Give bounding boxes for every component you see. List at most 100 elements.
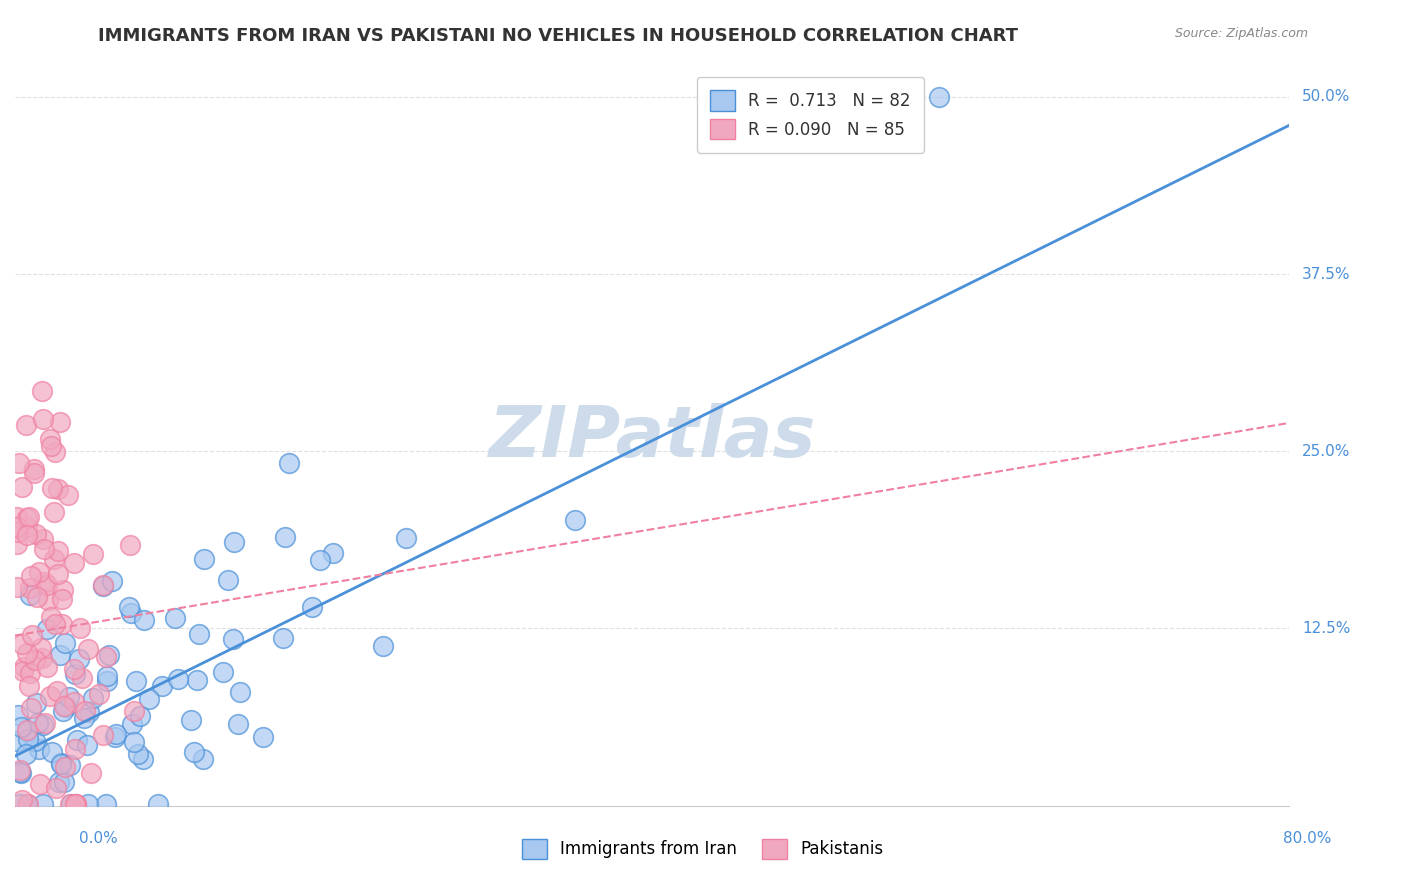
Point [180,713,202,727]
Point [39,610,62,624]
Point [125,673,148,688]
Point [271,632,294,646]
Point [6,734,28,748]
Point [32,533,55,547]
Point [63,666,86,681]
Point [66,733,89,747]
Point [49,415,72,429]
Point [14,747,37,761]
Legend: Immigrants from Iran, Pakistanis: Immigrants from Iran, Pakistanis [516,832,890,866]
Point [224,534,246,549]
Point [58,690,80,704]
Point [24,733,46,747]
Point [10,720,32,734]
Point [101,574,124,589]
Point [51,592,73,607]
Point [187,626,209,640]
Point [32,575,55,590]
Point [22,467,45,481]
Point [73,711,96,725]
Point [7,456,30,470]
Point [65,797,87,812]
Point [10,766,32,780]
Point [44,444,66,458]
Text: 0.0%: 0.0% [79,831,118,846]
Point [42,505,65,519]
Point [87,687,110,701]
Point [38,432,60,446]
Point [20,588,42,602]
Text: IMMIGRANTS FROM IRAN VS PAKISTANI NO VEHICLES IN HOUSEHOLD CORRELATION CHART: IMMIGRANTS FROM IRAN VS PAKISTANI NO VEH… [98,27,1018,45]
Point [52,582,75,597]
Point [53,636,76,650]
Point [127,747,149,762]
Point [7,525,30,540]
Point [226,717,249,731]
Text: 50.0%: 50.0% [1302,89,1351,104]
Point [18,679,41,693]
Point [31,650,53,665]
Point [11,637,34,651]
Point [59,797,82,812]
Point [8,797,31,812]
Point [94,649,117,664]
Point [82,690,104,705]
Point [229,685,252,699]
Point [45,781,67,796]
Point [11,480,34,494]
Point [8,763,31,777]
Point [76,797,98,812]
Point [63,742,86,756]
Point [56,487,79,501]
Point [163,611,186,625]
Point [20,701,42,715]
Point [25,696,48,710]
Point [63,662,86,676]
Text: ZIPatlas: ZIPatlas [488,402,815,472]
Point [274,530,297,544]
Point [11,664,34,678]
Point [120,606,142,620]
Legend: R =  0.713   N = 82, R = 0.090   N = 85: R = 0.713 N = 82, R = 0.090 N = 85 [697,77,924,153]
Text: 12.5%: 12.5% [1302,621,1351,636]
Point [146,797,169,812]
Point [59,758,82,772]
Point [53,698,76,713]
Point [69,621,91,635]
Point [39,439,62,453]
Point [15,797,38,812]
Point [31,384,53,398]
Point [371,639,394,653]
Point [25,526,48,541]
Point [41,745,63,759]
Point [167,673,190,687]
Point [48,775,70,789]
Point [13,660,35,674]
Point [6,520,28,534]
Point [79,705,101,719]
Point [82,547,104,561]
Point [55,699,77,714]
Text: 80.0%: 80.0% [1284,831,1331,846]
Point [928,90,950,104]
Point [122,705,145,719]
Point [309,553,332,567]
Point [48,648,70,662]
Point [17,528,39,542]
Text: 37.5%: 37.5% [1302,267,1351,282]
Point [138,692,160,706]
Point [28,566,51,580]
Point [212,665,235,679]
Point [121,716,143,731]
Point [252,730,274,744]
Point [15,724,38,739]
Point [17,509,39,524]
Point [96,673,118,688]
Point [15,511,38,525]
Point [132,752,155,766]
Point [105,727,128,741]
Point [7,708,30,723]
Point [93,577,115,591]
Point [39,689,62,703]
Point [14,418,37,433]
